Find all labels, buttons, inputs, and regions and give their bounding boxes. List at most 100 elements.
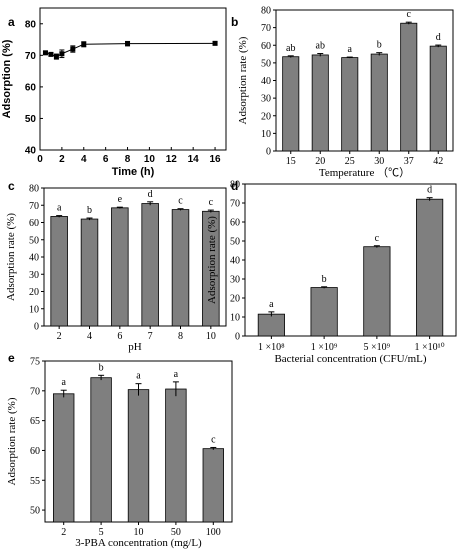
panel-c-ytick-label: 70 [29,201,39,212]
panel-e-xtick-label: 10 [134,527,144,538]
panel-d-xtick-label: 1 ×10⁹ [311,342,338,353]
panel-c-xtick-label: 4 [87,331,92,342]
panel-d-tag: d [231,179,238,193]
panel-e-ytick-label: 70 [30,386,40,397]
panel-d-sig-letter: b [322,274,327,285]
panel-c-sig-letter: d [148,189,153,200]
panel-d-sig-letter: a [269,299,274,310]
panel-b-sig-letter: a [348,44,353,55]
panel-c-xtick-label: 10 [206,331,216,342]
panel-d-ytick-label: 60 [230,218,240,229]
panel-a-frame [39,7,227,151]
panel-e-ytick-label: 50 [30,506,40,517]
panel-a-ytick-label: 50 [25,114,37,125]
panel-a-point [125,41,131,47]
panel-b-ytick-label: 60 [261,41,271,52]
panel-e-ytick-label: 75 [30,357,40,368]
panel-c-bar [141,203,159,327]
panel-d-bar [257,313,285,337]
panel-b-xtick-label: 25 [345,156,355,167]
panel-d-sig-letter: c [375,233,380,244]
panel-b-frame [275,9,454,152]
panel-c-ytick-label: 30 [29,270,39,281]
panel-a-xtick-label: 14 [188,154,200,165]
panel-c-xlabel: pH [128,341,142,353]
panel-c-ytick-label: 40 [29,253,39,264]
panel-d-xlabel: Bacterial concentration (CFU/mL) [274,353,426,365]
panel-a-xtick-label: 2 [59,154,65,165]
panel-d-sig-letter: d [427,185,432,196]
panel-b-ytick-label: 50 [261,58,271,69]
panel-b-bar [341,57,359,152]
panel-b-ytick-label: 10 [261,129,271,140]
panel-a-ytick-label: 70 [25,51,37,62]
panel-a-xtick-label: 16 [209,154,221,165]
panel-b-xtick-label: 20 [315,156,325,167]
panel-c-xtick-label: 7 [148,331,153,342]
panel-e-sig-letter: b [99,362,104,373]
panel-b-bar [311,54,329,152]
panel-c-ytick-label: 80 [29,184,39,195]
panel-a-point [53,54,59,60]
panel-c-frame [43,187,227,327]
panel-d-xtick-label: 1 ×10¹⁰ [415,342,445,353]
panel-d-ytick-label: 20 [230,294,240,305]
panel-b-sig-letter: d [436,32,441,43]
panel-c-sig-letter: a [57,203,62,214]
panel-a-point [48,51,54,57]
panel-b-ytick-label: 30 [261,94,271,105]
panel-d-ytick-label: 10 [230,313,240,324]
panel-b-ylabel: Adsorption rate (%) [237,36,249,124]
panel-e-xtick-label: 50 [171,527,181,538]
panel-a-point [212,40,218,46]
panel-b-ytick-label: 40 [261,76,271,87]
panel-e-ytick-label: 55 [30,476,40,487]
panel-e-bar [90,377,112,523]
panel-a-ytick-label: 80 [25,19,37,30]
panel-b-xlabel: Temperature （℃） [319,166,410,179]
panel-d-bar [363,246,391,337]
panel-b-sig-letter: c [407,9,412,20]
panel-e-ytick-label: 60 [30,446,40,457]
panel-b-bar [370,53,388,152]
panel-a-xtick-label: 12 [166,154,178,165]
panel-c-bar [111,207,129,327]
panel-b-bar [282,56,300,152]
panel-b-xtick-label: 37 [404,156,414,167]
panel-b-sig-letter: b [377,40,382,51]
panel-c-ytick-label: 0 [34,322,39,333]
panel-c-xtick-label: 2 [57,331,62,342]
panel-a-point [81,41,87,47]
panel-c-sig-letter: c [209,197,214,208]
panel-b-xtick-label: 42 [433,156,443,167]
panel-b-bar [429,45,447,152]
panel-b-tag: b [231,15,238,29]
panel-a-point [42,50,48,56]
panel-a-xtick-label: 4 [81,154,87,165]
panel-a-ytick-label: 40 [25,146,37,157]
panel-c-sig-letter: c [178,196,183,207]
panel-b-ytick-label: 80 [261,6,271,17]
panel-e-tag: e [8,351,15,365]
panel-d-bar [416,198,444,337]
panel-e-xtick-label: 5 [99,527,104,538]
panel-c-bar [80,218,99,327]
panel-c-xtick-label: 8 [178,331,183,342]
panel-d-ytick-label: 30 [230,275,240,286]
panel-b-ytick-label: 0 [266,147,271,158]
panel-a-xlabel: Time (h) [112,166,155,178]
panel-b-sig-letter: ab [286,43,295,54]
panel-a-ytick-label: 60 [25,82,37,93]
panel-e-sig-letter: c [211,434,216,445]
panel-c-ytick-label: 20 [29,287,39,298]
panel-c-ytick-label: 10 [29,304,39,315]
panel-c-sig-letter: b [87,205,92,216]
panel-b-xtick-label: 30 [374,156,384,167]
panel-d-bar [310,287,338,337]
panel-e-bar [53,393,75,523]
panel-e-ylabel: Adsorption rate (%) [6,397,18,485]
panel-d-xtick-label: 5 ×10⁹ [364,342,391,353]
panel-a-xtick-label: 0 [37,154,43,165]
panel-a-point [59,51,65,57]
panel-e-xtick-label: 2 [61,527,66,538]
